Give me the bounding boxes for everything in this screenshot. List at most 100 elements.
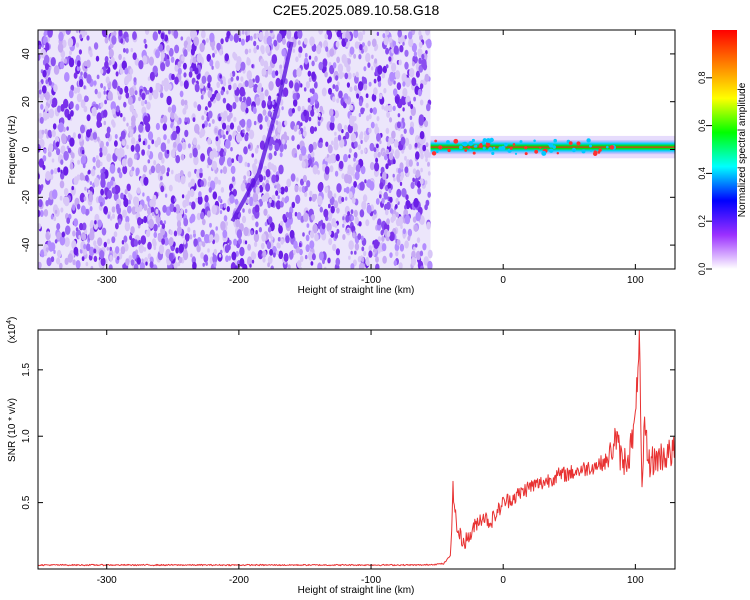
noise-speck: [334, 232, 339, 239]
noise-speck: [198, 191, 202, 198]
noise-speck: [141, 258, 144, 263]
noise-speck: [155, 208, 159, 214]
noise-speck: [120, 246, 126, 255]
noise-speck: [111, 206, 116, 213]
noise-speck: [404, 61, 409, 70]
noise-speck: [181, 55, 185, 62]
noise-speck: [67, 253, 74, 263]
noise-speck: [296, 72, 299, 76]
noise-speck: [262, 257, 266, 263]
noise-speck: [57, 167, 61, 173]
noise-speck: [153, 160, 157, 166]
noise-speck: [335, 248, 340, 256]
noise-speck: [266, 35, 272, 46]
noise-speck: [127, 96, 133, 106]
noise-speck: [334, 223, 338, 228]
noise-speck: [420, 167, 423, 173]
noise-speck: [235, 61, 241, 72]
noise-speck: [264, 30, 269, 38]
noise-speck: [357, 233, 362, 241]
noise-speck: [193, 232, 196, 238]
noise-speck: [270, 235, 274, 241]
noise-speck: [143, 115, 149, 126]
noise-speck: [254, 158, 258, 165]
noise-speck: [413, 96, 416, 102]
noise-speck: [323, 208, 329, 218]
noise-speck: [264, 115, 269, 123]
noise-speck: [266, 241, 272, 250]
noise-speck: [296, 177, 299, 182]
noise-speck: [56, 223, 61, 230]
noise-speck: [115, 203, 120, 211]
noise-speck: [319, 206, 323, 213]
noise-speck: [304, 191, 308, 197]
noise-speck: [415, 169, 421, 178]
noise-speck: [311, 60, 315, 67]
noise-speck: [118, 53, 122, 61]
noise-speck: [137, 217, 142, 226]
noise-speck: [47, 30, 53, 38]
noise-speck: [225, 221, 229, 227]
noise-speck: [255, 221, 259, 228]
noise-speck: [380, 166, 385, 174]
noise-speck: [425, 50, 428, 55]
noise-speck: [350, 263, 355, 269]
signal-band-speck: [468, 141, 474, 146]
noise-speck: [327, 190, 333, 200]
noise-speck: [383, 87, 387, 94]
noise-speck: [357, 31, 364, 42]
noise-speck: [385, 163, 389, 170]
noise-speck: [135, 143, 141, 153]
noise-speck: [197, 144, 201, 150]
noise-speck: [195, 197, 198, 203]
noise-speck: [169, 229, 173, 236]
noise-speck: [180, 175, 186, 185]
noise-speck: [42, 111, 48, 121]
noise-speck: [52, 123, 57, 130]
noise-speck: [73, 176, 79, 186]
noise-speck: [337, 63, 344, 74]
noise-speck: [45, 79, 49, 85]
noise-speck: [373, 151, 378, 159]
noise-speck: [388, 56, 392, 62]
noise-speck: [239, 96, 243, 102]
noise-speck: [255, 33, 259, 39]
noise-speck: [362, 107, 365, 112]
noise-speck: [365, 93, 369, 98]
noise-speck: [392, 105, 396, 112]
noise-speck: [115, 148, 120, 157]
noise-speck: [114, 140, 118, 147]
noise-speck: [245, 107, 249, 114]
noise-speck: [166, 44, 170, 52]
signal-band-speck: [568, 141, 573, 146]
noise-speck: [385, 64, 389, 69]
noise-speck: [333, 193, 337, 199]
noise-speck: [267, 66, 273, 75]
noise-speck: [136, 257, 141, 265]
noise-speck: [225, 255, 229, 263]
noise-speck: [216, 42, 221, 51]
noise-speck: [147, 131, 154, 141]
noise-speck: [213, 248, 217, 255]
noise-speck: [173, 230, 178, 237]
noise-speck: [145, 122, 151, 133]
noise-speck: [329, 121, 335, 131]
noise-speck: [292, 69, 298, 78]
noise-speck: [306, 180, 311, 188]
noise-speck: [230, 76, 234, 82]
noise-speck: [385, 47, 390, 55]
noise-speck: [219, 253, 222, 258]
noise-speck: [99, 151, 103, 158]
noise-speck: [309, 36, 315, 47]
noise-speck: [359, 209, 365, 218]
noise-speck: [143, 247, 147, 252]
noise-speck: [279, 68, 283, 75]
noise-speck: [90, 168, 96, 177]
noise-speck: [75, 42, 80, 48]
noise-speck: [402, 107, 405, 112]
noise-speck: [193, 155, 199, 166]
noise-speck: [149, 261, 154, 269]
noise-speck: [77, 60, 81, 67]
noise-speck: [120, 192, 124, 200]
signal-band-speck: [581, 149, 586, 154]
